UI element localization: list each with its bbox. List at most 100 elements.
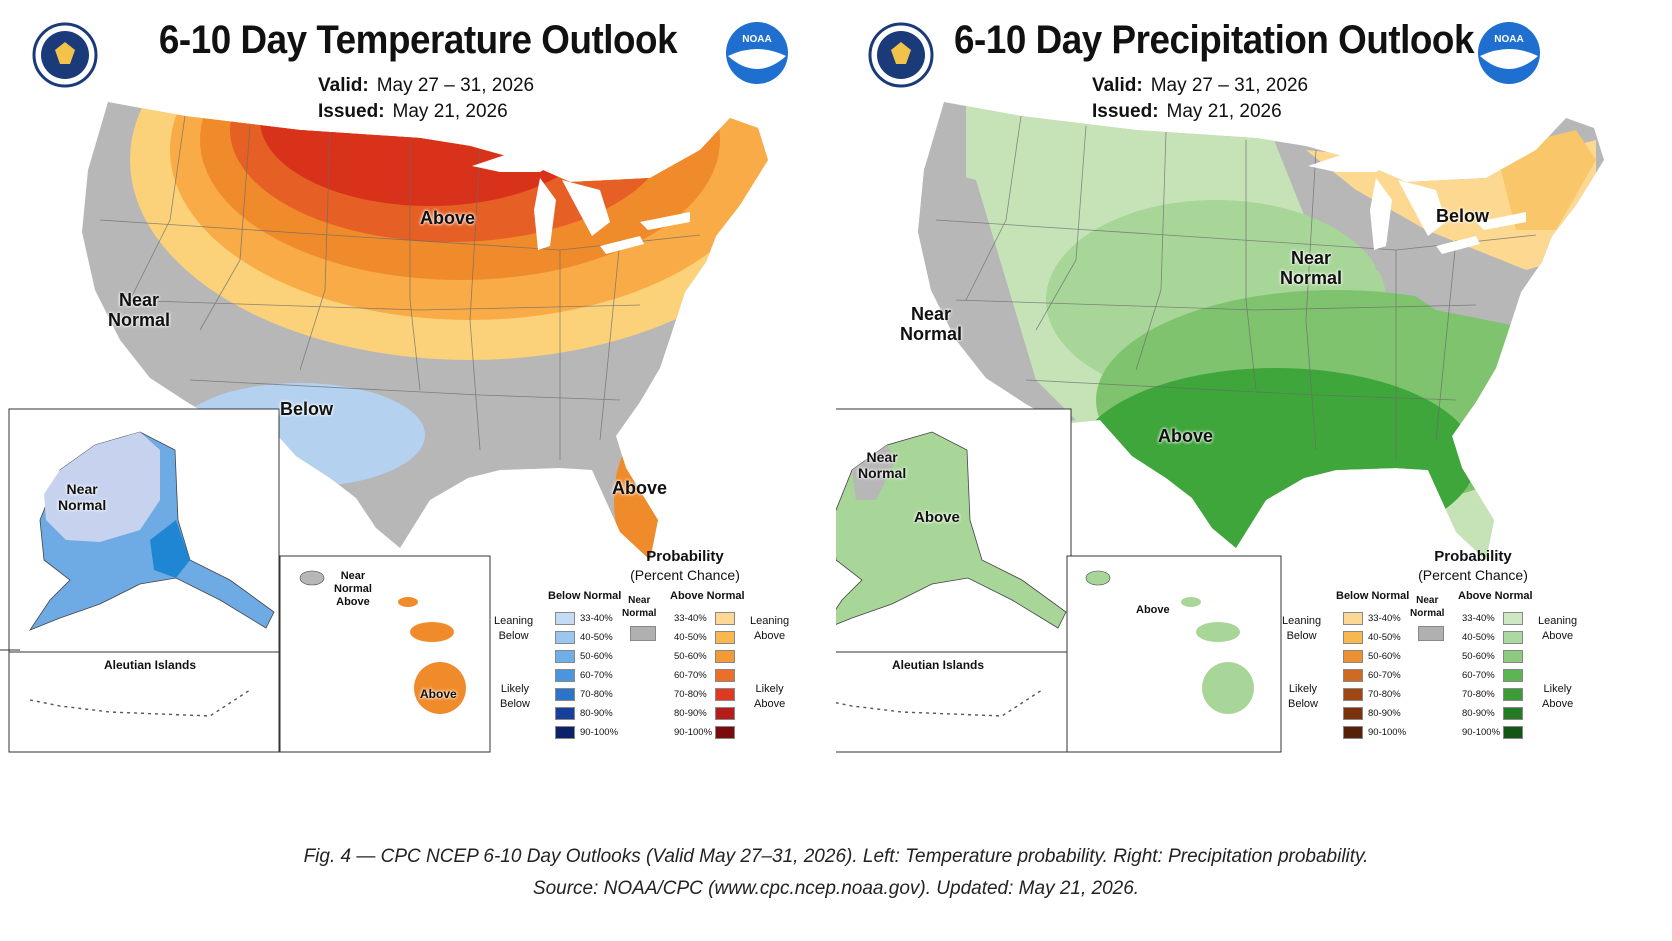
region-label-above-florida: Above (612, 478, 668, 498)
issued-value: May 21, 2026 (1166, 101, 1282, 122)
great-lakes (1308, 150, 1526, 254)
great-lakes (472, 150, 690, 254)
alaska-inset-map (0, 408, 280, 753)
legend-above-range: 50-60% (1462, 651, 1495, 662)
issued-date: Issued: May 21, 2026 (1092, 101, 1282, 123)
legend-below-range: 80-90% (580, 708, 613, 719)
noaa-logo-icon: NOAA (724, 20, 790, 86)
legend-below-swatch (555, 669, 575, 682)
precipitation-map (836, 102, 1604, 753)
svg-text:NOAA: NOAA (1494, 34, 1523, 45)
issued-label: Issued: (1092, 101, 1159, 122)
region-label-hawaii-above: Above (1136, 604, 1170, 616)
legend-near-swatch (1418, 626, 1444, 641)
region-label-hawaii-near-normal: Near Normal Above (334, 570, 372, 608)
region-label-alaska-near-normal: Near Normal (858, 449, 907, 481)
legend-likely-below: Likely Below (1288, 683, 1318, 710)
legend-above-swatch (1503, 612, 1523, 625)
legend-below-swatch (555, 612, 575, 625)
precipitation-legend: Probability (Percent Chance) Below Norma… (1282, 548, 1624, 802)
region-label-above-north: Above (420, 208, 476, 228)
legend-near-normal-head: Near Normal (1410, 595, 1445, 619)
legend-above-range: 60-70% (1462, 670, 1495, 681)
alaska-inset-map (836, 408, 1072, 753)
legend-likely-above: Likely Above (754, 683, 786, 710)
legend-below-range: 40-50% (1368, 632, 1401, 643)
legend-below-swatch (555, 726, 575, 739)
legend-below-swatch (1343, 650, 1363, 663)
legend-above-swatch (715, 669, 735, 682)
legend-above-range: 70-80% (1462, 689, 1495, 700)
legend-below-range: 70-80% (580, 689, 613, 700)
region-label-near-normal-midwest: Near Normal (1280, 248, 1343, 288)
region-label-below-southwest: Below (280, 399, 334, 419)
issued-value: May 21, 2026 (392, 101, 508, 122)
valid-label: Valid: (318, 75, 369, 96)
legend-above-swatch (1503, 707, 1523, 720)
legend-below-swatch (555, 631, 575, 644)
temperature-legend: Probability (Percent Chance) Below Norma… (494, 548, 836, 802)
legend-below-swatch (1343, 726, 1363, 739)
legend-below-swatch (1343, 669, 1363, 682)
legend-below-range: 40-50% (580, 632, 613, 643)
legend-below-range: 50-60% (1368, 651, 1401, 662)
legend-below-range: 60-70% (580, 670, 613, 681)
legend-above-range: 40-50% (1462, 632, 1495, 643)
legend-above-range: 80-90% (1462, 708, 1495, 719)
region-label-alaska-above: Above (914, 509, 960, 526)
legend-above-swatch (1503, 631, 1523, 644)
page-title: 6-10 Day Temperature Outlook (158, 18, 678, 62)
legend-likely-above: Likely Above (1542, 683, 1574, 710)
legend-below-swatch (1343, 688, 1363, 701)
hawaii-inset-map (279, 555, 491, 753)
legend-above-range: 80-90% (674, 708, 707, 719)
legend-subtitle: (Percent Chance) (1418, 567, 1528, 583)
legend-above-swatch (715, 707, 735, 720)
legend-near-normal-head: Near Normal (622, 595, 657, 619)
temperature-outlook-panel: NOAA 6-10 Day Temperature Outlook Valid:… (0, 0, 836, 800)
legend-above-range: 33-40% (674, 613, 707, 624)
legend-below-swatch (555, 650, 575, 663)
legend-below-range: 90-100% (580, 727, 619, 738)
legend-above-range: 33-40% (1462, 613, 1495, 624)
legend-below-range: 33-40% (580, 613, 613, 624)
figure-caption-line2: Source: NOAA/CPC (www.cpc.ncep.noaa.gov)… (532, 878, 1140, 899)
legend-above-range: 50-60% (674, 651, 707, 662)
legend-above-range: 40-50% (674, 632, 707, 643)
region-label-hawaii-above: Above (420, 687, 457, 701)
valid-value: May 27 – 31, 2026 (1150, 75, 1309, 96)
legend-below-range: 50-60% (580, 651, 613, 662)
legend-below-range: 60-70% (1368, 670, 1401, 681)
temperature-map (0, 102, 768, 753)
legend-above-normal-head: Above Normal (670, 590, 745, 602)
legend-below-range: 90-100% (1368, 727, 1407, 738)
precipitation-outlook-panel: NOAA 6-10 Day Precipitation Outlook Vali… (836, 0, 1672, 800)
doc-seal-icon (868, 22, 934, 88)
legend-below-range: 33-40% (1368, 613, 1401, 624)
legend-below-swatch (1343, 612, 1363, 625)
legend-above-range: 90-100% (1462, 727, 1501, 738)
legend-below-normal-head: Below Normal (548, 590, 622, 602)
legend-leaning-below: Leaning Below (494, 615, 534, 642)
legend-above-swatch (1503, 688, 1523, 701)
legend-leaning-below: Leaning Below (1282, 615, 1322, 642)
valid-value: May 27 – 31, 2026 (376, 75, 535, 96)
region-label-above-south: Above (1158, 426, 1214, 446)
legend-above-range: 90-100% (674, 727, 713, 738)
legend-above-swatch (715, 631, 735, 644)
region-label-near-normal-west: Near Normal (900, 304, 963, 344)
legend-below-range: 80-90% (1368, 708, 1401, 719)
legend-above-swatch (715, 688, 735, 701)
legend-below-swatch (1343, 631, 1363, 644)
legend-likely-below: Likely Below (500, 683, 530, 710)
legend-above-swatch (1503, 669, 1523, 682)
figure-caption-line1: Fig. 4 — CPC NCEP 6-10 Day Outlooks (Val… (303, 846, 1369, 867)
legend-above-swatch (1503, 650, 1523, 663)
legend-leaning-above: Leaning Above (750, 615, 790, 642)
region-label-near-normal-west: Near Normal (108, 290, 171, 330)
legend-title: Probability (1434, 548, 1512, 565)
legend-subtitle: (Percent Chance) (630, 567, 740, 583)
legend-above-normal-head: Above Normal (1458, 590, 1533, 602)
legend-below-normal-head: Below Normal (1336, 590, 1410, 602)
legend-above-range: 60-70% (674, 670, 707, 681)
